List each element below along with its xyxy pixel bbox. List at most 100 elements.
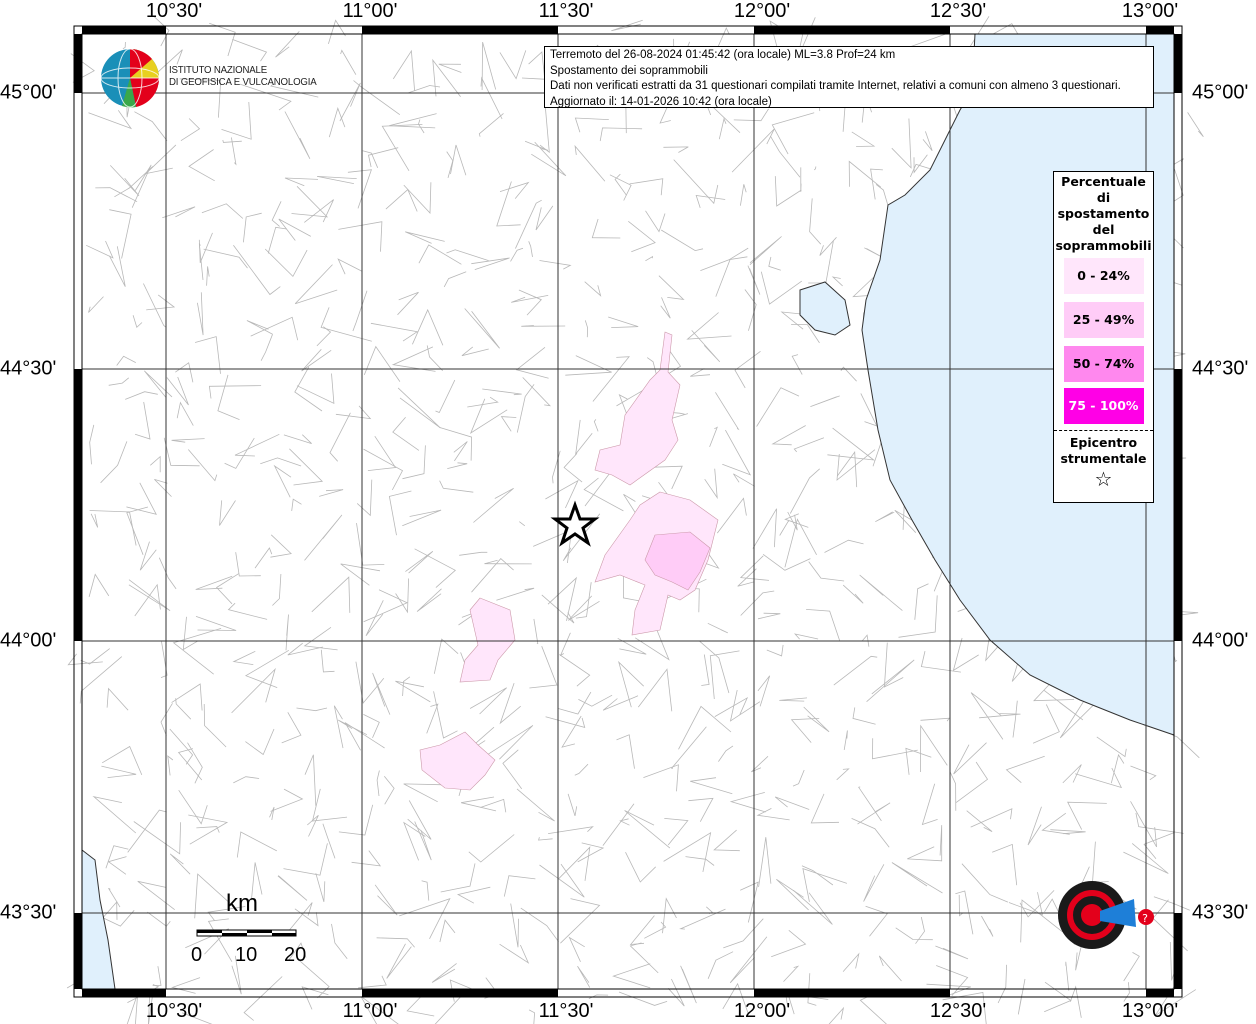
municipality-boundary (771, 425, 806, 446)
municipality-boundary (813, 166, 817, 171)
municipality-boundary (810, 793, 840, 824)
municipality-boundary (147, 911, 171, 927)
municipality-boundary (219, 500, 236, 526)
municipality-boundary (79, 656, 123, 704)
municipality-boundary (402, 445, 426, 480)
municipality-boundary (368, 147, 399, 168)
municipality-boundary (591, 218, 621, 239)
municipality-boundary (122, 41, 126, 50)
municipality-boundary (891, 118, 912, 169)
municipality-boundary (294, 366, 323, 412)
municipality-boundary (538, 837, 553, 841)
municipality-boundary (283, 843, 328, 876)
municipality-boundary (478, 113, 504, 137)
municipality-boundary (439, 919, 456, 943)
legend-title: Percentuale di spostamento del soprammob… (1054, 172, 1153, 254)
municipality-boundary (678, 705, 732, 750)
municipality-boundary (926, 983, 971, 998)
municipality-boundary (1172, 734, 1200, 759)
municipality-boundary (807, 973, 817, 1006)
municipality-boundary (685, 856, 715, 866)
municipality-boundary (291, 186, 329, 218)
municipality-boundary (125, 391, 158, 400)
municipality-boundary (150, 455, 161, 473)
map-frame (73, 25, 1183, 998)
municipality-boundary (787, 511, 798, 531)
municipality-boundary (285, 614, 289, 651)
municipality-boundary (221, 101, 252, 140)
municipality-boundary (370, 322, 419, 342)
municipality-boundary (438, 63, 462, 73)
municipality-boundary (663, 146, 689, 153)
municipality-boundary (567, 793, 578, 817)
municipality-boundary (614, 173, 627, 196)
municipality-boundary (1069, 985, 1082, 1018)
municipality-boundary (469, 687, 507, 715)
municipality-boundary (233, 244, 281, 296)
municipality-boundary (383, 775, 395, 805)
municipality-boundary (367, 435, 397, 471)
municipality-boundary (392, 416, 420, 451)
municipality-boundary (232, 39, 268, 62)
municipality-boundary (376, 937, 415, 948)
municipality-boundary (752, 508, 777, 549)
municipality-boundary (456, 886, 491, 904)
municipality-boundary (496, 587, 535, 601)
municipality-boundary (304, 514, 343, 561)
municipality-boundary (284, 177, 319, 187)
municipality-boundary (624, 810, 671, 849)
municipality-boundary (863, 864, 885, 902)
municipality-boundary (852, 707, 876, 725)
municipality-boundary (848, 160, 882, 188)
municipality-boundary (131, 164, 152, 208)
municipality-boundary (418, 119, 425, 134)
scale-tick-label: 10 (235, 944, 258, 966)
municipality-boundary (195, 616, 237, 631)
municipality-boundary (981, 915, 994, 937)
municipality-boundary (857, 802, 891, 825)
municipality-boundary (232, 650, 256, 665)
municipality-boundary (363, 714, 380, 739)
municipality-boundary (144, 144, 177, 175)
municipality-boundary (450, 144, 467, 176)
frame-segment (1174, 369, 1182, 641)
municipality-boundary (658, 275, 685, 300)
municipality-boundary (358, 975, 387, 989)
municipality-boundary (789, 468, 820, 514)
municipality-boundary (557, 846, 591, 881)
municipality-boundary (528, 1009, 536, 1024)
municipality-boundary (270, 788, 304, 812)
municipality-boundary (271, 201, 282, 227)
municipality-boundary (187, 449, 218, 482)
municipality-boundary (269, 806, 275, 820)
municipality-boundary (95, 187, 138, 203)
municipality-boundary (294, 908, 319, 927)
frame-segment (1146, 26, 1174, 34)
municipality-boundary (243, 976, 283, 1021)
municipality-boundary (1130, 801, 1157, 848)
lat-label-right: 45°00' (1192, 81, 1249, 104)
municipality-boundary (1017, 978, 1026, 1015)
municipality-boundary (894, 509, 917, 533)
municipality-boundary (783, 965, 800, 982)
municipality-boundary (810, 395, 840, 407)
municipality-boundary (634, 626, 670, 661)
municipality-boundary (883, 642, 904, 688)
municipality-boundary (328, 107, 346, 138)
municipality-boundary (233, 776, 260, 784)
municipality-boundary (921, 783, 938, 826)
municipality-boundary (453, 441, 468, 462)
municipality-boundary (434, 996, 461, 1024)
municipality-boundary (414, 821, 432, 861)
municipality-boundary (575, 582, 592, 619)
municipality-boundary (108, 887, 121, 908)
municipality-boundary (827, 427, 876, 461)
municipality-boundary (740, 590, 775, 616)
municipality-boundary (152, 966, 162, 986)
municipality-boundary (439, 427, 473, 461)
municipality-boundary (171, 683, 203, 711)
municipality-boundary (188, 814, 229, 845)
lat-label-right: 44°00' (1192, 629, 1249, 652)
municipality-boundary (997, 964, 1007, 1004)
